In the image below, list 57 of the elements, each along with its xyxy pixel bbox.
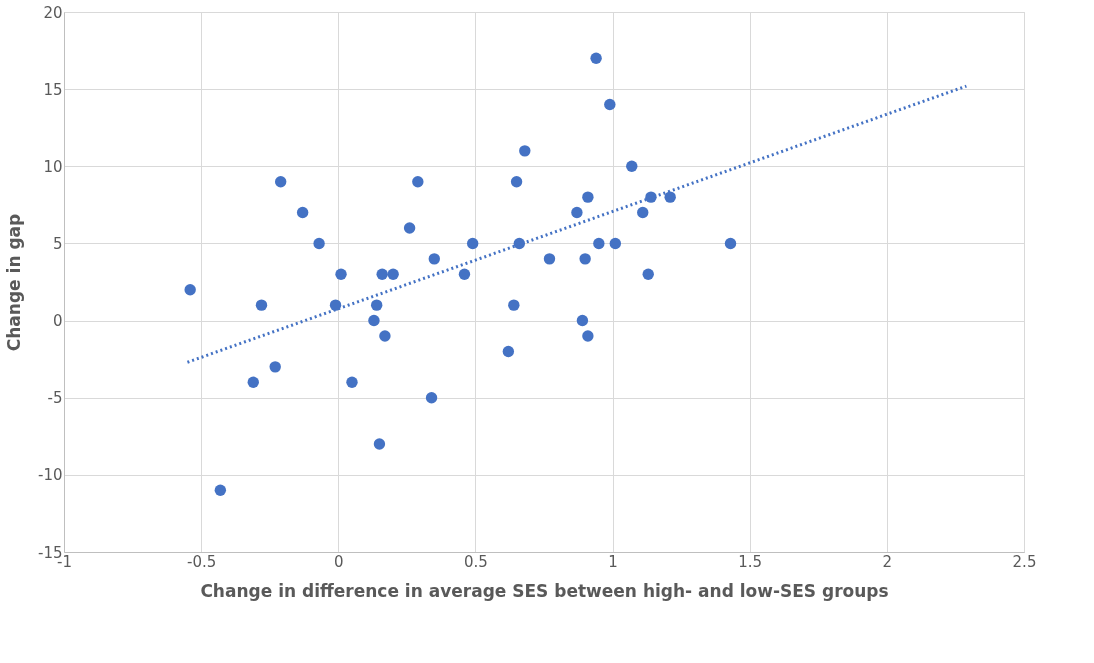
x-axis-title: Change in difference in average SES between high- and low-SES groups bbox=[200, 580, 889, 601]
point bbox=[370, 299, 383, 311]
point bbox=[724, 237, 737, 250]
y-tick-label: 0 bbox=[52, 312, 63, 331]
y-tick-label: 15 bbox=[43, 80, 63, 99]
point bbox=[637, 206, 649, 219]
y-tick-label: 5 bbox=[52, 234, 63, 253]
point bbox=[335, 268, 347, 280]
point bbox=[466, 237, 479, 250]
point bbox=[519, 145, 531, 157]
point bbox=[590, 52, 602, 64]
x-tick-label: 2.5 bbox=[1012, 552, 1037, 571]
point bbox=[428, 253, 440, 265]
x-tick-label: 1.5 bbox=[738, 552, 763, 571]
point bbox=[255, 299, 268, 311]
point bbox=[582, 330, 594, 342]
y-tick-label: 10 bbox=[43, 157, 63, 176]
point bbox=[571, 206, 583, 219]
point bbox=[458, 268, 471, 280]
x-tick-label: 1 bbox=[608, 552, 618, 571]
point bbox=[313, 237, 325, 250]
point bbox=[296, 206, 309, 219]
point bbox=[346, 376, 358, 388]
y-axis-title: Change in gap bbox=[4, 213, 24, 352]
point bbox=[510, 176, 523, 188]
point bbox=[373, 438, 386, 450]
point bbox=[368, 314, 380, 327]
point bbox=[604, 98, 616, 111]
point bbox=[376, 268, 388, 280]
point bbox=[664, 191, 676, 203]
point bbox=[412, 176, 424, 188]
point bbox=[609, 237, 622, 250]
point bbox=[387, 268, 399, 280]
point bbox=[184, 284, 196, 296]
x-tick-label: -0.5 bbox=[187, 552, 217, 571]
point bbox=[379, 330, 391, 342]
point bbox=[214, 484, 227, 496]
point bbox=[543, 253, 556, 265]
point bbox=[593, 237, 605, 250]
x-tick-label: 0 bbox=[334, 552, 344, 571]
point bbox=[502, 345, 515, 358]
point bbox=[508, 299, 520, 311]
y-tick-label: -10 bbox=[38, 466, 63, 485]
point bbox=[579, 253, 591, 265]
point bbox=[582, 191, 594, 203]
y-tick-label: -5 bbox=[47, 389, 63, 408]
point bbox=[642, 268, 654, 280]
x-tick-label: 0.5 bbox=[464, 552, 488, 571]
point bbox=[274, 176, 287, 188]
point bbox=[626, 160, 638, 172]
point bbox=[425, 392, 438, 404]
x-tick-label: 2 bbox=[882, 552, 893, 571]
point bbox=[269, 361, 281, 373]
point bbox=[403, 222, 416, 234]
point bbox=[576, 314, 589, 327]
point bbox=[247, 376, 259, 388]
y-tick-label: 20 bbox=[43, 3, 63, 22]
